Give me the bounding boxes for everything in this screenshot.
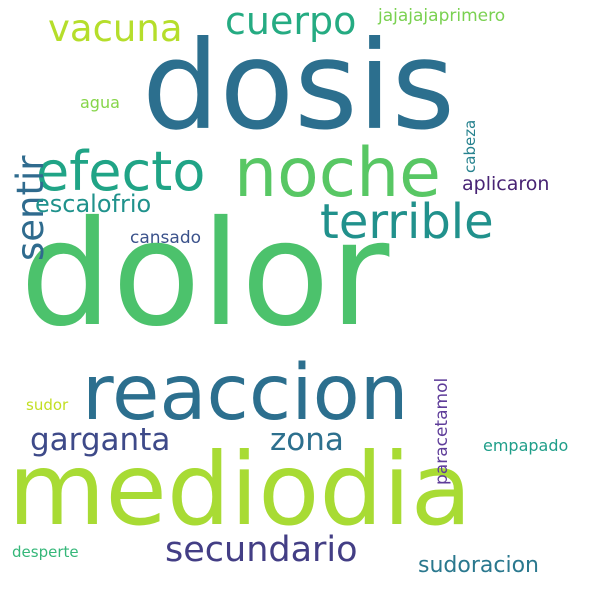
word-agua: agua (80, 93, 120, 112)
word-desperte: desperte (12, 543, 79, 561)
word-jajajajaprimero: jajajajaprimero (378, 6, 506, 26)
word-mediodia: mediodia (8, 431, 472, 548)
word-empapado: empapado (483, 436, 569, 455)
word-escalofrio: escalofrio (35, 190, 152, 218)
word-dosis: dosis (142, 15, 456, 157)
word-dolor: dolor (20, 190, 390, 359)
word-aplicaron: aplicaron (462, 173, 550, 195)
word-garganta: garganta (30, 422, 171, 458)
word-reaccion: reaccion (82, 349, 409, 438)
word-paracetamol: paracetamol (432, 377, 452, 485)
word-noche: noche (234, 134, 442, 213)
word-vacuna: vacuna (48, 7, 183, 50)
word-cuerpo: cuerpo (225, 0, 357, 43)
word-cansado: cansado (130, 228, 202, 248)
word-terrible: terrible (320, 194, 494, 250)
word-efecto: efecto (36, 140, 206, 203)
word-zona: zona (270, 422, 344, 458)
word-secundario: secundario (165, 530, 358, 570)
word-sudor: sudor (26, 396, 69, 414)
word-sudoracion: sudoracion (418, 553, 539, 578)
word-cabeza: cabeza (461, 119, 479, 173)
